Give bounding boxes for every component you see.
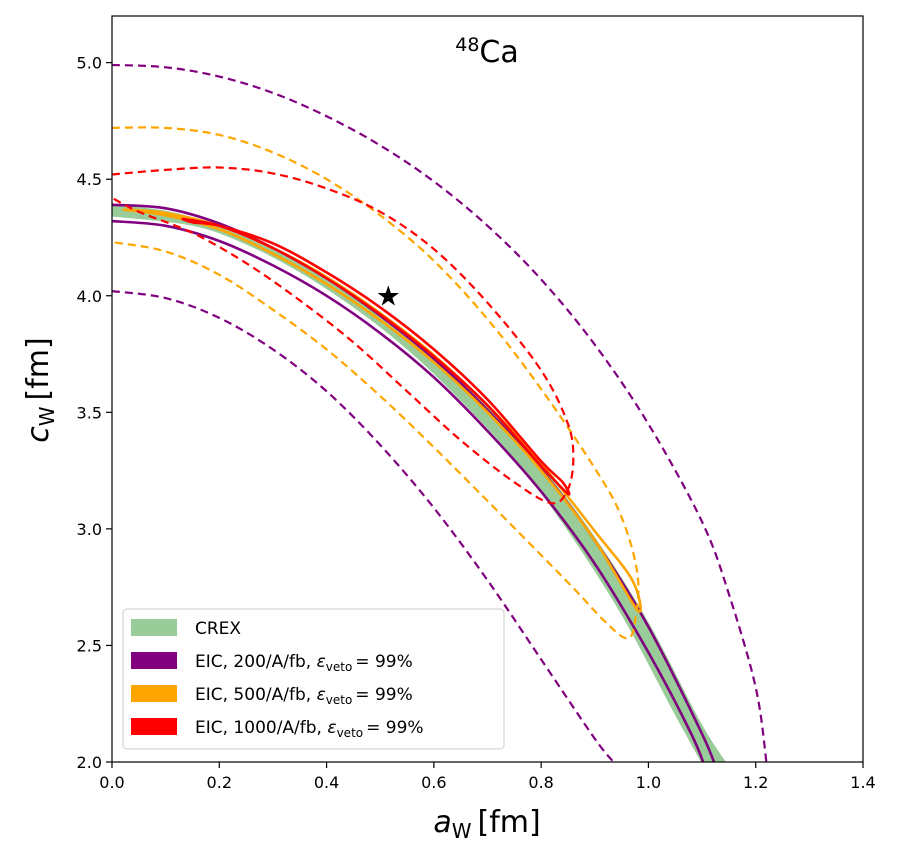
series-line-6 (112, 126, 640, 640)
y-tick-label: 4.5 (77, 170, 102, 189)
x-tick-label: 1.2 (743, 773, 768, 792)
x-axis-label: aW [fm] (433, 805, 540, 843)
y-axis-label: cW[fm] (21, 337, 59, 442)
legend-swatch (131, 718, 177, 735)
x-tick-label: 0.6 (421, 773, 446, 792)
legend-label: EIC, 1000/A/fb, εveto = 99% (195, 718, 424, 740)
legend-swatch (131, 619, 177, 636)
plot-frame (111, 15, 864, 763)
x-tick-label: 1.4 (850, 773, 875, 792)
reference-star-marker: ★ (376, 279, 401, 312)
legend-label: EIC, 200/A/fb, εveto = 99% (195, 652, 413, 674)
series-lines (112, 63, 768, 762)
x-tick-label: 0.4 (314, 773, 339, 792)
y-tick-label: 3.5 (77, 403, 102, 422)
series-line-3 (181, 217, 571, 496)
series-line-4 (112, 63, 768, 762)
series-line-1 (112, 219, 705, 762)
x-tick-label: 0.2 (207, 773, 232, 792)
y-tick-label: 2.5 (77, 636, 102, 655)
legend: CREX EIC, 200/A/fb, εveto = 99% EIC, 500/A/… (122, 608, 505, 750)
x-axis-ticks: 0.0 0.2 0.4 0.6 0.8 1.0 1.2 1.4 (99, 762, 876, 792)
y-tick-label: 4.0 (77, 287, 102, 306)
legend-label: CREX (195, 619, 241, 639)
plot-data-layer: ★ (112, 63, 768, 762)
legend-label: EIC, 500/A/fb, εveto = 99% (195, 685, 413, 707)
legend-frame (122, 608, 505, 750)
series-line-5 (112, 290, 615, 762)
y-axis-ticks: 2.0 2.5 3.0 3.5 4.0 4.5 5.0 (77, 54, 112, 772)
y-tick-label: 2.0 (77, 753, 102, 772)
legend-swatch (131, 652, 177, 669)
y-tick-label: 3.0 (77, 520, 102, 539)
x-tick-label: 0.8 (528, 773, 553, 792)
series-line-7 (112, 166, 575, 505)
legend-swatch (131, 685, 177, 702)
chart-title: 48Ca (455, 34, 519, 70)
y-tick-label: 5.0 (77, 54, 102, 73)
x-tick-label: 1.0 (636, 773, 661, 792)
series-line-0 (112, 203, 716, 762)
x-tick-label: 0.0 (99, 773, 124, 792)
